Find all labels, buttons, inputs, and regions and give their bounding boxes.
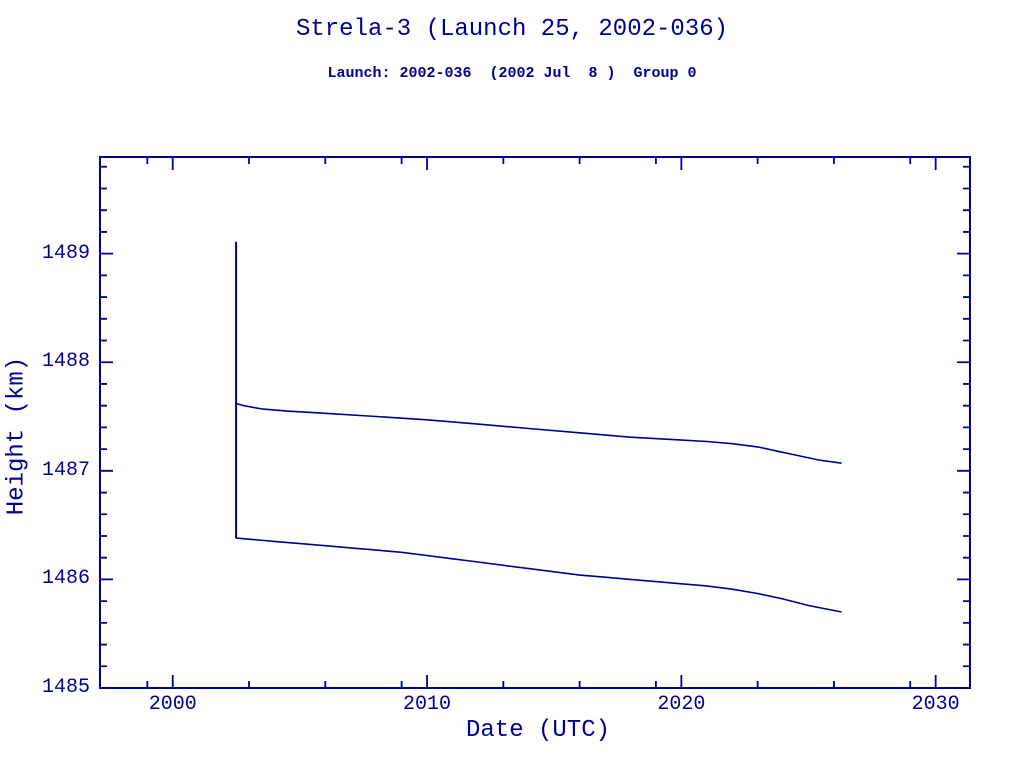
x-axis-label: Date (UTC): [465, 717, 611, 744]
x-tick-label: 2010: [403, 693, 452, 716]
y-tick-label: 1487: [41, 458, 90, 482]
chart-title: Strela-3 (Launch 25, 2002-036): [295, 16, 729, 43]
x-tick-label: 2020: [657, 693, 706, 716]
plot-frame: [99, 156, 971, 689]
perigee-height-line: [236, 537, 842, 613]
y-tick-label: 1485: [41, 676, 90, 699]
axis-ticks: [100, 157, 970, 689]
y-tick-label: 1488: [41, 350, 90, 374]
chart-subtitle: Launch: 2002-036 (2002 Jul 8 ) Group 0: [327, 65, 697, 82]
y-tick-label: 1486: [41, 567, 90, 591]
x-tick-label: 2000: [148, 693, 197, 716]
y-tick-label: 1489: [41, 241, 90, 265]
apogee-height-line: [235, 402, 842, 464]
x-tick-label: 2030: [911, 693, 960, 716]
